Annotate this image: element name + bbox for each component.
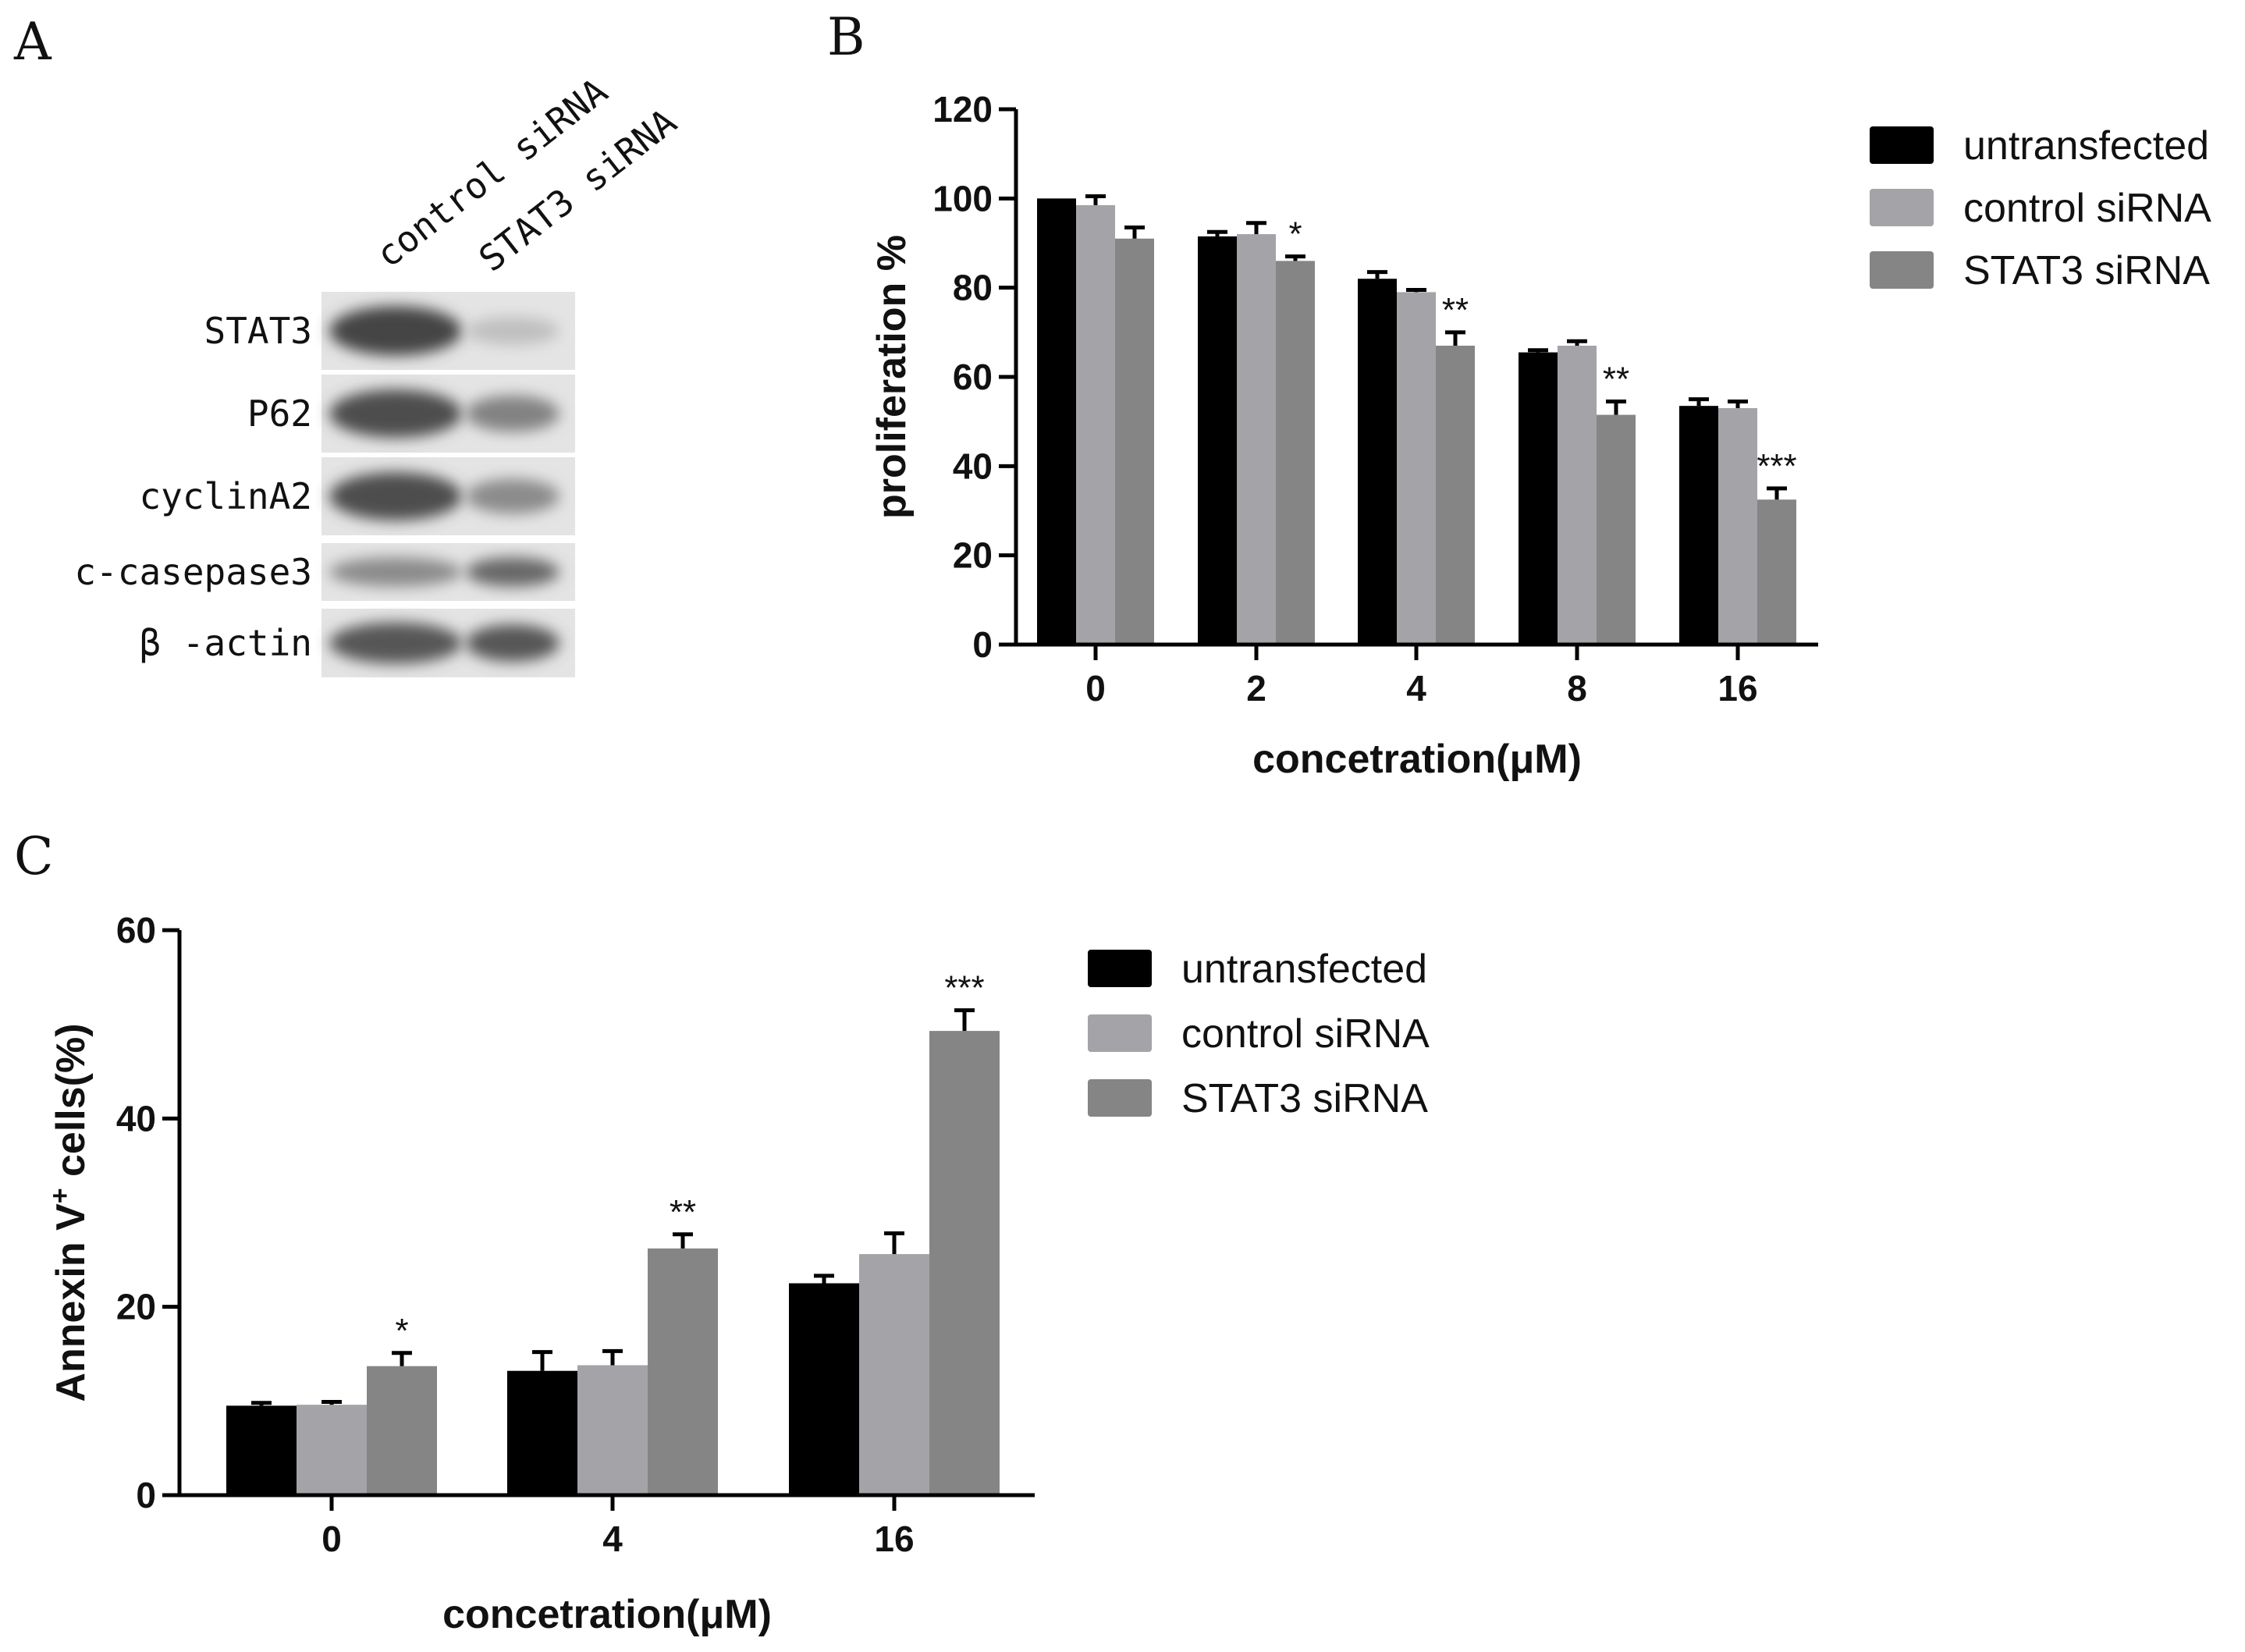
blot-band-stat3	[466, 478, 559, 514]
c-legend-label: untransfected	[1181, 947, 1427, 992]
blot-band-stat3	[466, 624, 559, 662]
b-y-tick-label: 100	[932, 178, 993, 218]
c-legend-swatch	[1088, 1079, 1152, 1117]
panel-label-b: B	[827, 7, 865, 67]
blot-band-stat3	[466, 317, 559, 345]
b-y-tick-label: 40	[953, 446, 993, 486]
b-bar	[1198, 236, 1237, 645]
c-significance-label: *	[395, 1312, 408, 1350]
blot-band-control	[329, 622, 462, 664]
c-legend-swatch	[1088, 1014, 1152, 1052]
panel-label-c: C	[14, 826, 54, 886]
c-y-tick-label: 20	[116, 1287, 156, 1327]
b-x-tick-label: 4	[1406, 668, 1426, 709]
b-bar	[1519, 352, 1558, 645]
c-y-tick-label: 60	[116, 910, 156, 950]
b-bar	[1679, 406, 1718, 645]
c-x-tick-label: 0	[321, 1519, 342, 1559]
b-y-tick-label: 120	[932, 89, 993, 130]
panel-label-a: A	[13, 12, 52, 72]
c-bar	[789, 1283, 859, 1495]
b-legend-label: control siRNA	[1963, 186, 2211, 231]
b-significance-label: **	[1603, 360, 1629, 398]
c-legend-label: control siRNA	[1181, 1011, 1430, 1057]
b-bar	[1436, 345, 1475, 645]
b-significance-label: ***	[1757, 447, 1796, 485]
b-y-axis-title: proliferation %	[869, 235, 915, 519]
c-x-tick-label: 16	[874, 1519, 914, 1559]
blot-row-label: P62	[247, 393, 312, 435]
c-x-axis-title: concetration(μM)	[442, 1592, 772, 1637]
b-significance-label: *	[1288, 215, 1302, 254]
b-legend-swatch	[1870, 189, 1934, 226]
c-significance-label: **	[670, 1193, 696, 1231]
blot-row-label: c-casepase3	[74, 551, 312, 593]
b-bar	[1076, 204, 1115, 645]
western-blot: control siRNA STAT3 siRNA STAT3P62cyclin…	[74, 69, 684, 677]
b-bar	[1718, 408, 1757, 645]
c-significance-label: ***	[944, 969, 984, 1007]
b-x-tick-label: 0	[1085, 668, 1106, 709]
b-bar	[1276, 261, 1315, 645]
b-x-tick-label: 8	[1567, 668, 1587, 709]
blot-band-control	[329, 557, 462, 587]
c-bar	[859, 1254, 929, 1495]
b-bar	[1597, 414, 1636, 645]
blot-band-control	[329, 389, 462, 438]
blot-band-control	[329, 306, 462, 356]
b-x-tick-label: 2	[1246, 668, 1266, 709]
b-legend-label: STAT3 siRNA	[1963, 248, 2210, 293]
c-bar	[577, 1365, 648, 1495]
b-y-tick-label: 0	[972, 624, 993, 665]
b-legend-swatch	[1870, 126, 1934, 164]
blot-band-stat3	[466, 557, 559, 587]
b-x-tick-label: 16	[1717, 668, 1757, 709]
b-bar	[1397, 292, 1436, 645]
b-bar	[1757, 499, 1796, 645]
c-y-axis-title-sup: +	[45, 1188, 75, 1203]
b-legend-swatch	[1870, 251, 1934, 289]
c-y-axis-title-main: Annexin V	[48, 1203, 94, 1402]
b-bar	[1115, 238, 1154, 645]
c-bar	[226, 1405, 297, 1495]
c-bar	[367, 1366, 437, 1495]
blot-row-label: β -actin	[139, 622, 312, 664]
b-bar	[1358, 279, 1397, 645]
c-y-axis-title-tail: cells(%)	[48, 1023, 94, 1188]
c-bar	[507, 1370, 577, 1495]
b-significance-label: **	[1442, 291, 1469, 329]
c-bar	[297, 1405, 367, 1495]
b-bar	[1037, 198, 1076, 645]
blot-row-label: STAT3	[204, 310, 312, 352]
blot-band-stat3	[466, 395, 559, 432]
b-bar	[1558, 345, 1597, 645]
b-x-axis-title: concetration(μM)	[1252, 737, 1582, 782]
c-y-tick-label: 40	[116, 1098, 156, 1139]
blot-band-control	[329, 472, 462, 520]
b-legend-label: untransfected	[1963, 123, 2209, 169]
b-y-tick-label: 80	[953, 268, 993, 308]
b-bar	[1237, 234, 1276, 645]
b-y-tick-label: 20	[953, 535, 993, 576]
c-bar	[648, 1248, 718, 1495]
c-x-tick-label: 4	[602, 1519, 623, 1559]
c-y-tick-label: 0	[136, 1475, 156, 1515]
b-y-tick-label: 60	[953, 357, 993, 397]
c-y-axis-title: Annexin V+ cells(%)	[45, 1023, 94, 1402]
c-legend-swatch	[1088, 950, 1152, 987]
c-legend-label: STAT3 siRNA	[1181, 1076, 1428, 1121]
c-bar	[929, 1031, 1000, 1495]
blot-row-label: cyclinA2	[139, 475, 312, 517]
